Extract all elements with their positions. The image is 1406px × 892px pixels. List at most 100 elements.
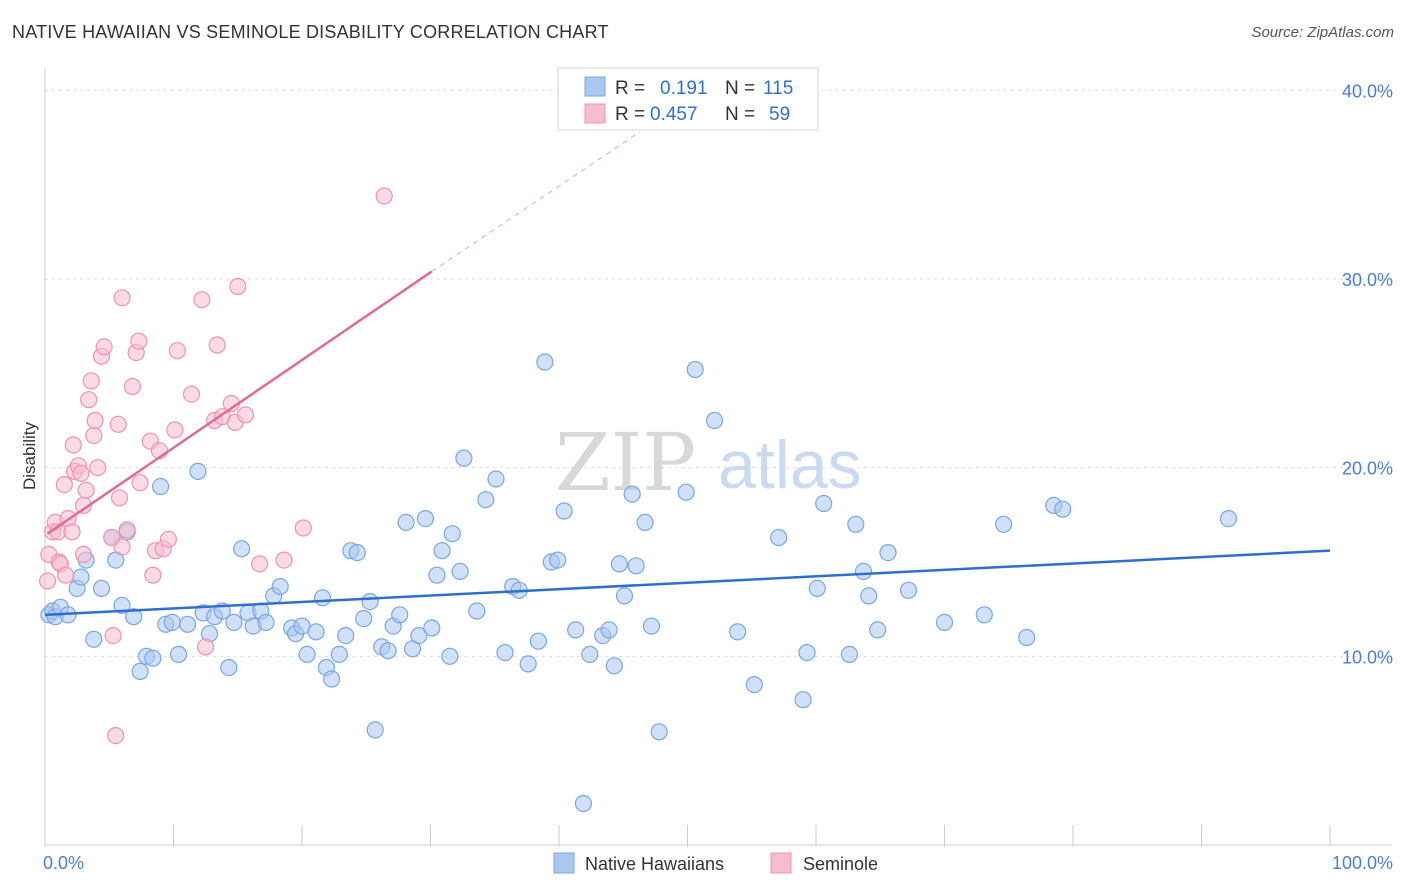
native-hawaiians-point bbox=[355, 609, 373, 628]
seminole-point bbox=[182, 385, 201, 403]
native-hawaiians-point bbox=[366, 721, 384, 739]
native-hawaiians-point bbox=[410, 626, 428, 645]
seminole-point bbox=[144, 566, 162, 584]
native-hawaiians-point bbox=[847, 515, 865, 533]
chart-title: NATIVE HAWAIIAN VS SEMINOLE DISABILITY C… bbox=[12, 22, 609, 42]
native-hawaiians-point bbox=[443, 525, 461, 543]
legend-swatch-seminole bbox=[584, 103, 606, 124]
seminole-point bbox=[251, 555, 269, 573]
native-hawaiians-point bbox=[455, 449, 473, 467]
watermark-atlas: atlas bbox=[718, 427, 862, 503]
native-hawaiians-point bbox=[428, 566, 446, 584]
native-hawaiians-point bbox=[770, 528, 788, 547]
native-hawaiians-point bbox=[113, 596, 131, 615]
legend-n-value-1: 115 bbox=[763, 78, 793, 99]
native-hawaiians-point bbox=[686, 360, 704, 379]
y-tick-label: 20.0% bbox=[1342, 459, 1393, 479]
seminole-point bbox=[275, 551, 293, 569]
seminole-point bbox=[109, 415, 127, 433]
bottom-legend-swatch-native-hawaiians bbox=[553, 852, 575, 874]
native-hawaiians-point bbox=[605, 657, 623, 675]
native-hawaiians-point bbox=[189, 462, 207, 480]
seminole-point bbox=[113, 538, 131, 556]
seminole-trend-extension bbox=[431, 131, 641, 272]
seminole-point bbox=[166, 421, 184, 439]
seminole-point bbox=[95, 338, 113, 356]
axes bbox=[44, 68, 1392, 847]
native-hawaiians-point bbox=[574, 794, 593, 813]
native-hawaiians-point bbox=[519, 655, 537, 673]
seminole-point bbox=[56, 566, 75, 584]
seminole-point bbox=[375, 187, 393, 205]
native-hawaiians-point bbox=[581, 645, 599, 664]
native-hawaiians-point bbox=[623, 485, 641, 503]
native-hawaiians-point bbox=[496, 643, 514, 662]
bottom-legend-label-seminole: Seminole bbox=[803, 854, 878, 874]
native-hawaiians-point bbox=[307, 623, 325, 641]
native-hawaiians-point bbox=[705, 411, 724, 430]
grid-lines bbox=[45, 89, 1392, 657]
native-hawaiians-point bbox=[298, 645, 316, 664]
seminole-point bbox=[104, 626, 122, 645]
y-tick-label: 40.0% bbox=[1342, 81, 1393, 101]
native-hawaiians-point bbox=[1219, 509, 1238, 528]
y-tick-label: 10.0% bbox=[1342, 647, 1393, 667]
native-hawaiians-point bbox=[220, 658, 238, 677]
seminole-point bbox=[193, 291, 211, 309]
legend-r-label-1: R = bbox=[615, 78, 645, 99]
native-hawaiians-point bbox=[529, 632, 548, 650]
bottom-legend-label-native-hawaiians: Native Hawaiians bbox=[585, 854, 724, 874]
native-hawaiians-point bbox=[650, 723, 668, 741]
native-hawaiians-point bbox=[379, 642, 397, 660]
native-hawaiians-point bbox=[1054, 500, 1072, 518]
seminole-point bbox=[89, 459, 107, 477]
legend-n-label-2: N = bbox=[725, 104, 755, 125]
native-hawaiians-point bbox=[487, 470, 505, 488]
native-hawaiians-point bbox=[567, 621, 585, 639]
seminole-point bbox=[168, 342, 186, 360]
native-hawaiians-point bbox=[869, 621, 887, 639]
seminole-point bbox=[107, 726, 125, 745]
seminole-point bbox=[118, 521, 136, 539]
seminole-point bbox=[294, 519, 312, 537]
y-axis-title: Disability bbox=[20, 421, 39, 490]
tick-labels: 10.0% 20.0% 30.0% 40.0% 0.0% 100.0% bbox=[43, 81, 1393, 873]
native-hawaiians-point bbox=[745, 675, 763, 694]
native-hawaiians-point bbox=[391, 606, 409, 624]
seminole-point bbox=[123, 377, 141, 396]
native-hawaiians-point bbox=[397, 513, 415, 532]
native-hawaiians-point bbox=[636, 513, 654, 532]
native-hawaiians-point bbox=[840, 645, 859, 664]
native-hawaiians-point bbox=[144, 649, 162, 667]
native-hawaiians-point bbox=[152, 477, 170, 496]
native-hawaiians-point bbox=[423, 619, 441, 637]
native-hawaiians-point bbox=[257, 613, 275, 632]
seminole-point bbox=[80, 391, 98, 409]
native-hawaiians-point bbox=[170, 645, 188, 664]
bottom-legend-swatch-seminole bbox=[770, 852, 792, 874]
native-hawaiians-point bbox=[131, 662, 149, 681]
seminole-point bbox=[113, 289, 131, 307]
native-hawaiians-point bbox=[468, 602, 486, 620]
seminole-point bbox=[63, 523, 81, 541]
native-hawaiians-point bbox=[433, 542, 451, 560]
native-hawaiians-point bbox=[899, 581, 918, 599]
native-hawaiians-trend-line bbox=[44, 549, 1331, 617]
seminole-point bbox=[86, 411, 104, 430]
native-hawaiians-point bbox=[330, 645, 348, 664]
seminole-point bbox=[159, 530, 177, 548]
native-hawaiians-point bbox=[536, 353, 554, 371]
legend-r-value-2: 0.457 bbox=[650, 104, 698, 125]
native-hawaiians-point bbox=[314, 589, 332, 607]
seminole-point bbox=[77, 481, 95, 499]
native-hawaiians-point bbox=[975, 606, 993, 624]
y-tick-label: 30.0% bbox=[1342, 270, 1393, 290]
native-hawaiians-point bbox=[323, 670, 341, 688]
seminole-point bbox=[55, 476, 73, 494]
native-hawaiians-point bbox=[854, 562, 873, 581]
seminole-point bbox=[74, 545, 93, 564]
native-hawaiians-point bbox=[125, 608, 143, 626]
seminole-point bbox=[38, 572, 57, 590]
legend-r-value-1: 0.191 bbox=[660, 78, 708, 99]
